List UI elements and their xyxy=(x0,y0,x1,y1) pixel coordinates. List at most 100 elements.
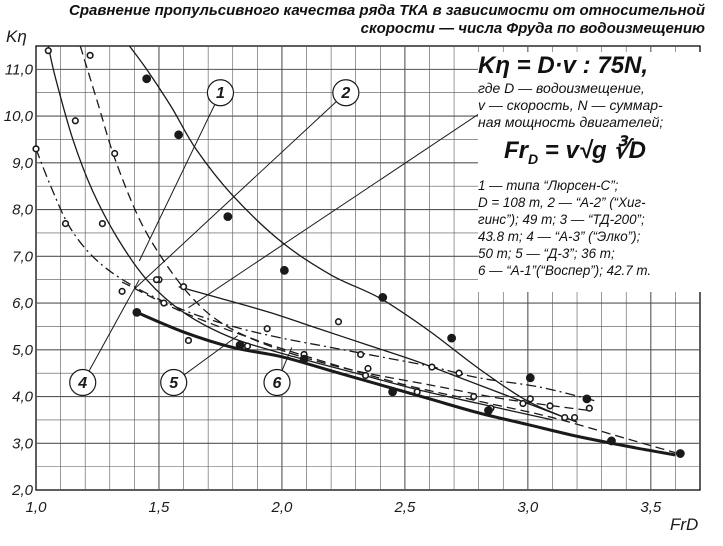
data-point-series-2 xyxy=(470,392,478,401)
series-line-2 xyxy=(79,46,590,412)
series-line-4 xyxy=(36,148,597,402)
data-point-series-5 xyxy=(98,220,106,228)
froude-formula: FrD = v√g ∛D xyxy=(504,137,708,173)
data-point-series-1 xyxy=(582,394,592,404)
label-circle-6 xyxy=(263,368,291,397)
x-tick-label: 3,5 xyxy=(640,499,662,516)
legend-line-5: 50 т; 5 — “Д-3”; 36 т; xyxy=(478,245,615,261)
data-point-series-3 xyxy=(428,363,436,371)
data-point-series-5 xyxy=(243,342,252,350)
y-tick-label: 10,0 xyxy=(4,108,34,125)
froude-subscript: D xyxy=(528,150,539,167)
data-point-series-2 xyxy=(263,325,271,333)
data-point-series-6 xyxy=(484,406,493,415)
data-points xyxy=(32,47,685,458)
data-point-series-2 xyxy=(526,395,534,403)
data-point-series-6 xyxy=(132,307,142,317)
data-point-series-1 xyxy=(447,333,457,343)
y-tick-label: 8,0 xyxy=(12,202,34,219)
leader-line-1 xyxy=(138,92,221,262)
legend-box: Kη = D·v : 75N, где D — водоизмещение, v… xyxy=(478,52,708,292)
data-point-series-4 xyxy=(546,402,554,410)
label-circle-1 xyxy=(206,79,235,107)
data-point-series-6 xyxy=(388,387,397,397)
label-number-5: 5 xyxy=(169,375,179,392)
x-tick-label: 1,0 xyxy=(26,499,48,516)
label-number-4: 4 xyxy=(77,375,87,392)
y-tick-label: 5,0 xyxy=(12,342,34,359)
leader-line-2 xyxy=(134,92,347,290)
data-point-series-5 xyxy=(570,413,579,422)
data-point-series-1 xyxy=(223,212,233,221)
leader-line-4 xyxy=(82,279,140,383)
series-line-1 xyxy=(128,46,578,423)
chart-title-line-2: скорости — числа Фруда по водоизмещению xyxy=(360,20,705,37)
data-point-series-1 xyxy=(279,265,289,275)
label-circle-4 xyxy=(69,368,97,397)
x-tick-label: 3,0 xyxy=(517,499,539,516)
data-point-series-6 xyxy=(235,340,245,350)
y-tick-label: 11,0 xyxy=(5,61,34,78)
series-line-6 xyxy=(136,311,676,457)
data-point-series-5 xyxy=(361,371,370,380)
froude-rhs: = v√g ∛D xyxy=(538,137,646,164)
data-point-series-6 xyxy=(607,436,616,446)
data-point-series-4 xyxy=(455,369,463,377)
data-point-series-5 xyxy=(71,117,79,125)
x-tick-label: 2,5 xyxy=(393,499,416,516)
froude-symbol: Fr xyxy=(504,137,528,164)
y-axis-label: Kη xyxy=(6,27,27,46)
x-tick-label: 2,0 xyxy=(270,499,293,516)
data-point-series-4 xyxy=(357,350,365,359)
formula-note-2: v — скорость, N — суммар- xyxy=(478,97,663,113)
y-tick-label: 6,0 xyxy=(12,295,34,312)
label-number-6: 6 xyxy=(273,375,282,392)
y-tick-label: 7,0 xyxy=(12,248,34,265)
series-line-3 xyxy=(178,286,565,419)
data-point-series-3 xyxy=(179,283,188,291)
data-point-series-4 xyxy=(61,220,70,228)
y-tick-label: 9,0 xyxy=(12,155,34,172)
data-point-series-2 xyxy=(585,404,593,412)
data-point-series-3 xyxy=(334,318,343,326)
data-point-series-6 xyxy=(675,449,685,458)
legend-line-2: D = 108 т, 2 — “А-2” (“Хиг- xyxy=(478,194,646,210)
label-circle-5 xyxy=(160,368,188,397)
data-point-series-2 xyxy=(111,149,119,158)
data-point-series-2 xyxy=(364,364,372,373)
data-point-series-6 xyxy=(299,354,309,364)
data-point-series-5 xyxy=(44,47,52,55)
data-point-series-4 xyxy=(32,145,40,153)
label-circle-2 xyxy=(332,79,360,107)
data-point-series-5 xyxy=(152,276,161,284)
data-point-series-1 xyxy=(378,293,388,302)
series-labels: 123456 xyxy=(69,79,525,397)
series-line-extra xyxy=(121,281,676,454)
legend-line-6: 6 — “А-1”(“Воспер”); 42.7 т. xyxy=(478,262,652,278)
y-tick-label: 2,0 xyxy=(11,482,34,499)
x-tick-label: 1,5 xyxy=(149,499,171,516)
formula-note-1: где D — водоизмещение, xyxy=(478,80,645,96)
data-point-series-5 xyxy=(184,336,193,345)
data-point-series-1 xyxy=(525,373,535,383)
y-tick-label: 3,0 xyxy=(12,435,34,452)
data-point-series-1 xyxy=(142,74,152,84)
data-point-series-1 xyxy=(174,130,184,140)
y-tick-label: 4,0 xyxy=(12,389,34,406)
formula-note-3: ная мощность двигателей; xyxy=(478,114,664,130)
x-axis-label: FrD xyxy=(670,515,698,534)
chart-title-line-1: Сравнение пропульсивного качества ряда Т… xyxy=(69,2,705,19)
legend-line-4: 43.8 т; 4 — “А-3” (“Элко”); xyxy=(478,228,641,244)
legend-line-1: 1 — типа “Люрсен-С”; xyxy=(478,177,619,193)
label-number-2: 2 xyxy=(340,85,350,102)
data-point-series-4 xyxy=(160,299,168,307)
legend-line-3: гинс”); 49 т; 3 — “ТД-200”; xyxy=(478,211,645,227)
leader-line-3 xyxy=(188,92,511,309)
label-number-1: 1 xyxy=(216,85,225,102)
data-point-series-2 xyxy=(86,51,94,59)
data-point-series-4 xyxy=(118,287,126,295)
data-point-series-3 xyxy=(519,399,527,408)
k-eta-formula: Kη = D·v : 75N, xyxy=(478,52,649,79)
tick-labels: 1,0 1,5 2,0 2,5 3,0 3,5 2,0 3,0 4,0 5,0 6,0 7,0 8,0 9… xyxy=(4,61,662,516)
data-point-series-3 xyxy=(561,413,569,422)
